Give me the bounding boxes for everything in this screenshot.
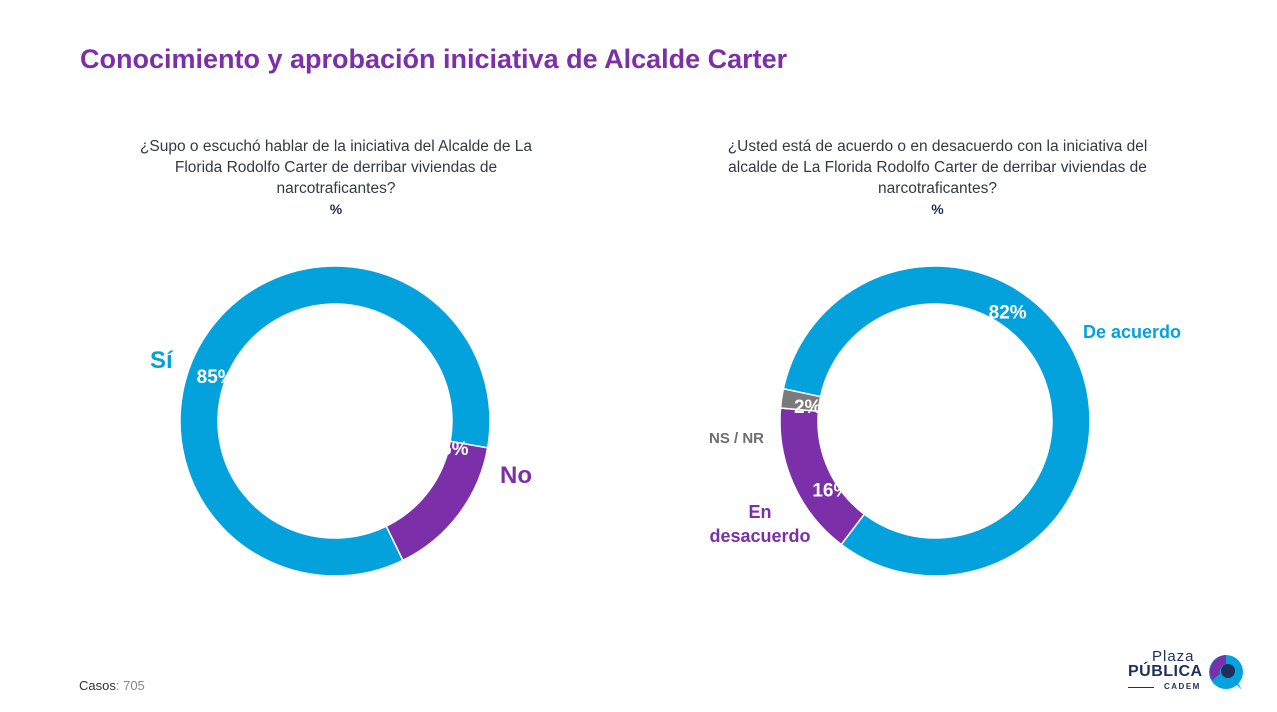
logo-swirl-icon <box>1209 655 1243 690</box>
logo-text-publica: PÚBLICA <box>1128 663 1203 680</box>
chart-2-value-label-0: 82% <box>989 303 1027 324</box>
chart-2-donut: 82% 16% 2% <box>779 265 1091 577</box>
page-title: Conocimiento y aprobación iniciativa de … <box>80 44 788 74</box>
chart-1-category-si: Sí <box>150 347 173 374</box>
cases-value: : 705 <box>115 678 145 693</box>
chart-2-category-de-acuerdo: De acuerdo <box>1083 322 1182 342</box>
plaza-publica-logo: Plaza PÚBLICA CADEM <box>1122 648 1252 698</box>
chart-1-value-label-0: 85% <box>197 367 235 388</box>
chart-1-question-text: ¿Supo o escuchó hablar de la iniciativa … <box>139 138 533 197</box>
chart-2-question-text: ¿Usted está de acuerdo o en desacuerdo c… <box>727 138 1148 197</box>
cases-label: Casos <box>79 678 116 693</box>
logo-divider <box>1128 687 1154 688</box>
cases-footer: Casos: 705 <box>79 678 145 693</box>
logo-text-cadem: CADEM <box>1164 682 1201 691</box>
chart-1-slice-0 <box>179 265 491 577</box>
chart-2-value-label-1: 16% <box>812 480 850 501</box>
chart-2-question: ¿Usted está de acuerdo o en desacuerdo c… <box>710 136 1165 220</box>
chart-2-slice-2 <box>779 387 822 413</box>
chart-1-slice-1 <box>385 440 489 562</box>
chart-1-value-label-1: 15% <box>430 439 468 460</box>
chart-2-unit: % <box>931 201 944 217</box>
chart-1-category-no: No <box>500 462 532 489</box>
chart-2-category-en-desacuerdo: En desacuerdo <box>709 502 811 546</box>
chart-1-question: ¿Supo o escuchó hablar de la iniciativa … <box>136 136 536 220</box>
chart-1-donut: 85% 15% <box>179 265 491 577</box>
logo-text-plaza: Plaza <box>1152 648 1195 665</box>
chart-2-slice-0 <box>782 265 1091 577</box>
chart-1-unit: % <box>329 201 343 217</box>
chart-2-category-nsnr: NS / NR <box>709 430 765 447</box>
chart-2-value-label-2: 2% <box>794 397 822 418</box>
